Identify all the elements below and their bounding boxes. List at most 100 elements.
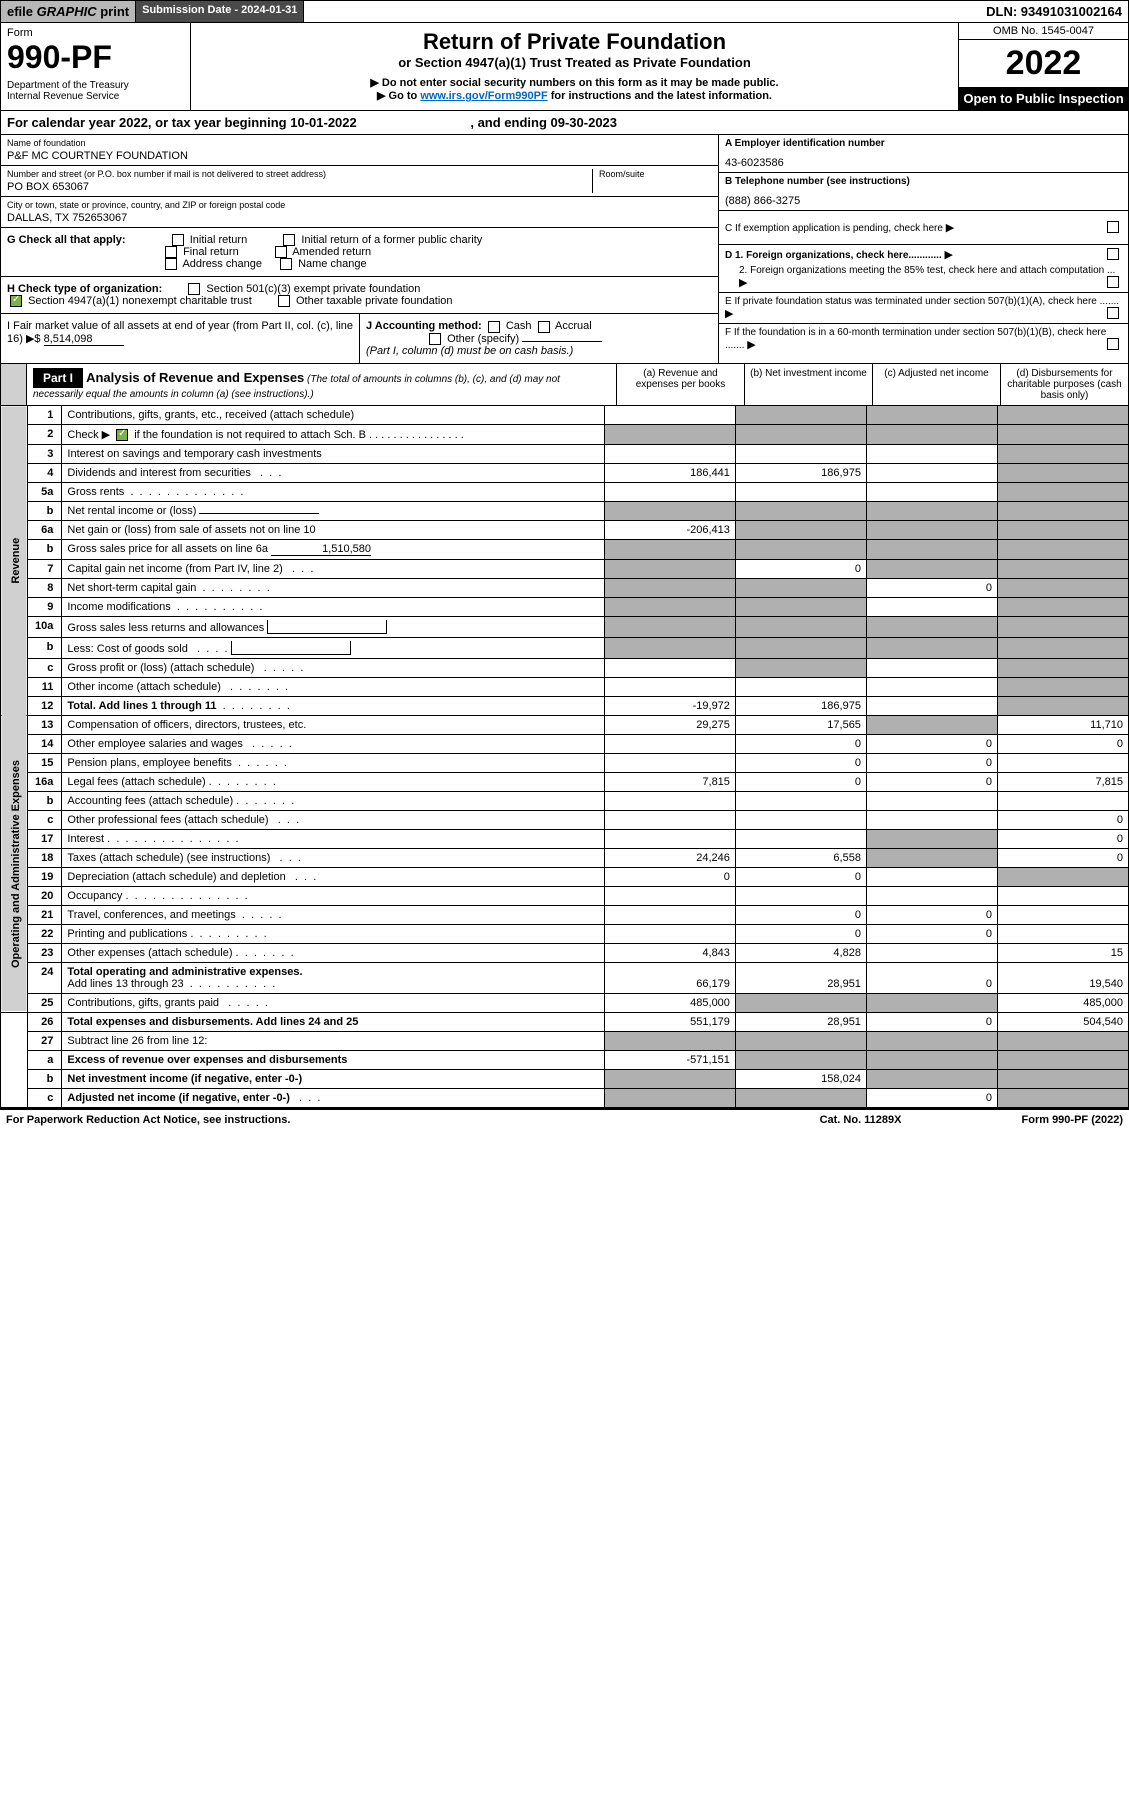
c16ba <box>604 791 735 810</box>
efile-print[interactable]: print <box>100 4 129 19</box>
ln-23: 23 <box>27 943 62 962</box>
row-8: 8Net short-term capital gain . . . . . .… <box>1 578 1129 597</box>
l16b-text: Accounting fees (attach schedule) <box>67 795 233 807</box>
entity-left: Name of foundation P&F MC COURTNEY FOUND… <box>1 135 718 363</box>
c10ab <box>735 616 866 637</box>
opt-former: Initial return of a former public charit… <box>301 234 482 246</box>
desc-11: Other income (attach schedule) . . . . .… <box>62 677 605 696</box>
row-9: 9Income modifications . . . . . . . . . … <box>1 597 1129 616</box>
row-16a: 16aLegal fees (attach schedule) . . . . … <box>1 772 1129 791</box>
desc-3: Interest on savings and temporary cash i… <box>62 444 605 463</box>
c16bb <box>735 791 866 810</box>
row-24: 24Total operating and administrative exp… <box>1 962 1129 993</box>
cb-final-return[interactable] <box>165 246 177 258</box>
row-11: 11Other income (attach schedule) . . . .… <box>1 677 1129 696</box>
ln-26: 26 <box>27 1012 62 1031</box>
l14-text: Other employee salaries and wages <box>67 738 242 750</box>
name-cell: Name of foundation P&F MC COURTNEY FOUND… <box>1 135 718 166</box>
omb-number: OMB No. 1545-0047 <box>959 23 1128 40</box>
c16ac: 0 <box>866 772 997 791</box>
cb-other-method[interactable] <box>429 333 441 345</box>
phone-label: B Telephone number (see instructions) <box>725 176 910 187</box>
c10aa <box>604 616 735 637</box>
part1-title: Analysis of Revenue and Expenses <box>86 370 304 385</box>
efile-prefix: efile <box>7 4 33 19</box>
l27c-text: Adjusted net income (if negative, enter … <box>67 1092 289 1104</box>
submission-date: Submission Date - 2024-01-31 <box>136 1 304 22</box>
c16bc <box>866 791 997 810</box>
l26-text: Total expenses and disbursements. Add li… <box>67 1016 358 1028</box>
instr-2: ▶ Go to www.irs.gov/Form990PF for instru… <box>197 89 952 102</box>
ln-7: 7 <box>27 559 62 578</box>
row-6a: 6aNet gain or (loss) from sale of assets… <box>1 520 1129 539</box>
cb-501c3[interactable] <box>188 283 200 295</box>
cb-4947a1[interactable] <box>10 295 22 307</box>
opt-addrchange: Address change <box>182 258 262 270</box>
c2a <box>604 424 735 444</box>
cb-other-taxable[interactable] <box>278 295 290 307</box>
c19a: 0 <box>604 867 735 886</box>
cb-accrual[interactable] <box>538 321 550 333</box>
l9-text: Income modifications <box>67 601 170 613</box>
cb-85pct[interactable] <box>1107 276 1119 288</box>
opt-other-method: Other (specify) <box>447 333 519 345</box>
c16aa: 7,815 <box>604 772 735 791</box>
c4b: 186,975 <box>735 463 866 482</box>
row-13: Operating and Administrative Expenses13C… <box>1 715 1129 734</box>
ln-5b: b <box>27 501 62 520</box>
cb-amended[interactable] <box>275 246 287 258</box>
l24-text: Total operating and administrative expen… <box>67 966 302 978</box>
c1a <box>604 406 735 425</box>
j-note: (Part I, column (d) must be on cash basi… <box>366 345 573 357</box>
c16bd <box>997 791 1128 810</box>
ln-2: 2 <box>27 424 62 444</box>
c5ad <box>997 482 1128 501</box>
c15b: 0 <box>735 753 866 772</box>
addr-label: Number and street (or P.O. box number if… <box>7 169 592 179</box>
c6bc <box>866 539 997 559</box>
efile-graphic: GRAPHIC <box>37 4 97 19</box>
cb-name-change[interactable] <box>280 258 292 270</box>
cb-exemption-pending[interactable] <box>1107 221 1119 233</box>
c14a <box>604 734 735 753</box>
ln-27b: b <box>27 1069 62 1088</box>
form-title: Return of Private Foundation <box>197 29 952 55</box>
c17a <box>604 829 735 848</box>
cb-initial-former[interactable] <box>283 234 295 246</box>
l16a-text: Legal fees (attach schedule) <box>67 776 205 788</box>
c24a: 66,179 <box>604 962 735 993</box>
l22-text: Printing and publications <box>67 928 187 940</box>
row-1: Revenue1Contributions, gifts, grants, et… <box>1 406 1129 425</box>
ln-27: 27 <box>27 1031 62 1050</box>
opt-final: Final return <box>183 246 239 258</box>
room-label: Room/suite <box>599 169 712 179</box>
c18d: 0 <box>997 848 1128 867</box>
c12c <box>866 696 997 715</box>
form990pf-link[interactable]: www.irs.gov/Form990PF <box>420 90 547 102</box>
l17-text: Interest <box>67 833 104 845</box>
col-c-head: (c) Adjusted net income <box>872 364 1000 405</box>
cb-terminated[interactable] <box>1107 307 1119 319</box>
footer-form: Form 990-PF (2022) <box>1022 1114 1124 1126</box>
cb-60month[interactable] <box>1107 338 1119 350</box>
cb-sch-b[interactable] <box>116 429 128 441</box>
c7c <box>866 559 997 578</box>
cb-address-change[interactable] <box>165 258 177 270</box>
desc-22: Printing and publications . . . . . . . … <box>62 924 605 943</box>
foundation-name: P&F MC COURTNEY FOUNDATION <box>7 150 712 162</box>
l27b-text: Net investment income (if negative, ente… <box>67 1073 302 1085</box>
c7b: 0 <box>735 559 866 578</box>
instr2-prefix: ▶ Go to <box>377 90 420 102</box>
c27cb <box>735 1088 866 1107</box>
l15-text: Pension plans, employee benefits <box>67 757 232 769</box>
cb-initial-return[interactable] <box>172 234 184 246</box>
row-10c: cGross profit or (loss) (attach schedule… <box>1 658 1129 677</box>
desc-27b: Net investment income (if negative, ente… <box>62 1069 605 1088</box>
entity-right: A Employer identification number 43-6023… <box>718 135 1128 363</box>
l12-text: Total. Add lines 1 through 11 <box>67 700 216 712</box>
desc-8: Net short-term capital gain . . . . . . … <box>62 578 605 597</box>
desc-27c: Adjusted net income (if negative, enter … <box>62 1088 605 1107</box>
cb-cash[interactable] <box>488 321 500 333</box>
c5bc <box>866 501 997 520</box>
cb-foreign-org[interactable] <box>1107 248 1119 260</box>
